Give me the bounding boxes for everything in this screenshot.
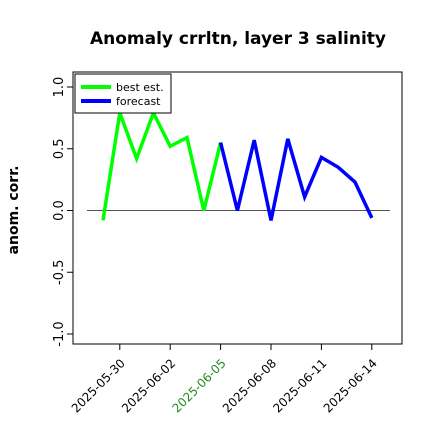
- plot-frame: [72, 71, 403, 345]
- series-layer: [101, 105, 374, 221]
- y-axis-label: anom. corr.: [6, 166, 22, 255]
- legend-label-best-est: best est.: [116, 81, 164, 94]
- series-line-1: [218, 138, 374, 221]
- legend-label-forecast: forecast: [116, 95, 161, 108]
- legend-box: [74, 73, 172, 114]
- y-tick-label: 0.5: [52, 138, 67, 159]
- y-tick-label: -0.5: [52, 260, 67, 285]
- y-tick-label: -1.0: [52, 321, 67, 346]
- legend: best est. forecast: [74, 73, 172, 114]
- chart-title: Anomaly crrltn, layer 3 salinity: [90, 29, 386, 49]
- series-line-0: [101, 105, 223, 221]
- y-axis: -1.0 -0.5 0.0 0.5 1.0: [52, 77, 73, 347]
- y-tick-label: 0.0: [52, 200, 67, 221]
- y-tick-label: 1.0: [52, 77, 67, 98]
- x-tick-label: 2025-06-14: [321, 356, 380, 415]
- x-axis: 2025-05-302025-06-022025-06-052025-06-08…: [69, 344, 380, 415]
